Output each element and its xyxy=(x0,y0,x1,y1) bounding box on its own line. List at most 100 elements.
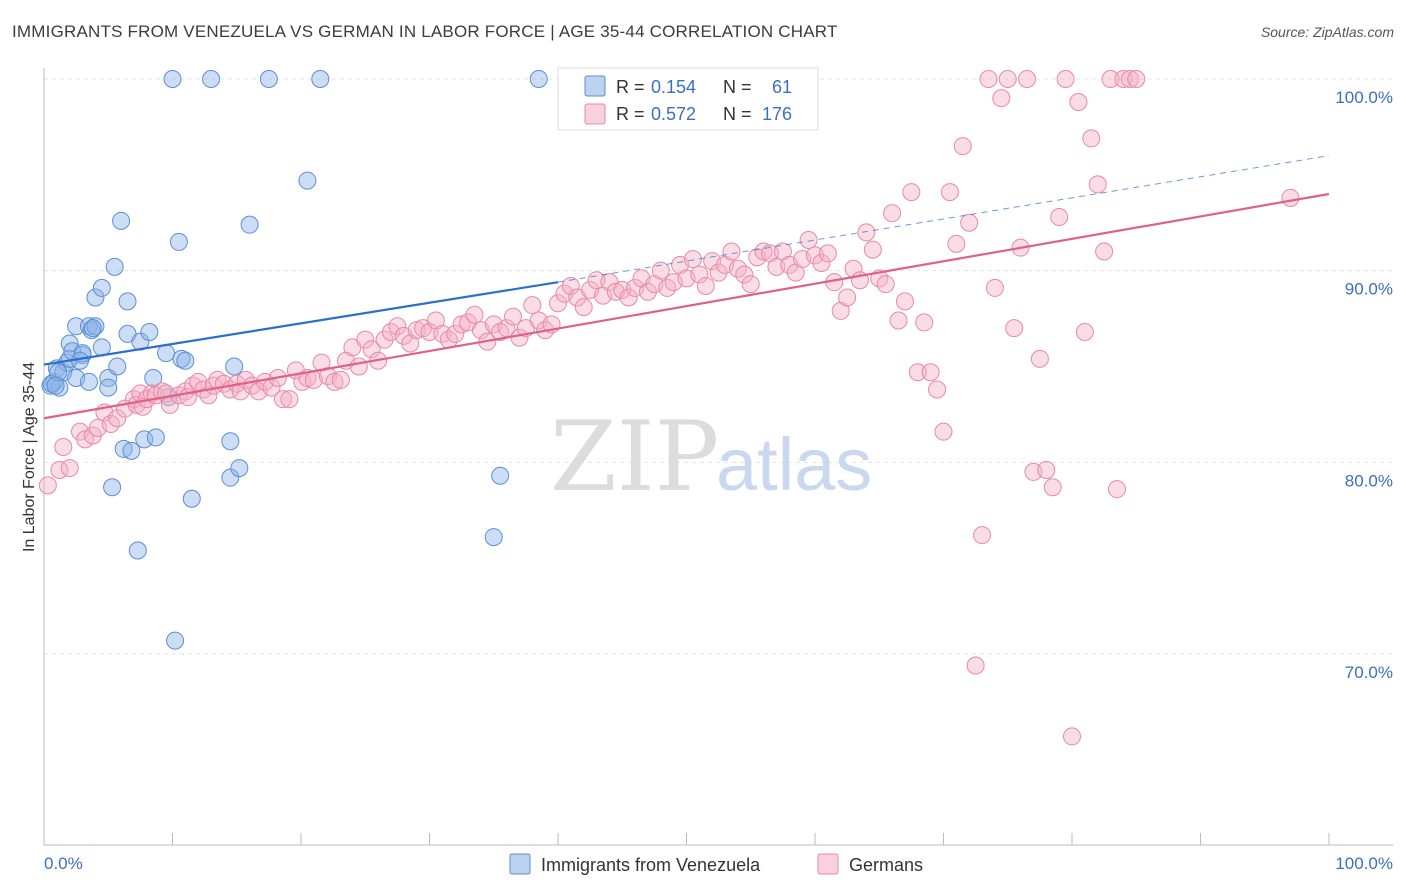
stats-n-venezuela: 61 xyxy=(772,77,792,97)
point-venezuela xyxy=(144,369,163,387)
point-venezuela xyxy=(163,70,182,88)
point-venezuela xyxy=(105,257,124,276)
x-tick-label-max: 100.0% xyxy=(1335,854,1393,873)
point-venezuela xyxy=(79,372,98,391)
point-germans xyxy=(722,242,741,261)
point-venezuela xyxy=(112,211,131,230)
point-germans xyxy=(934,422,953,441)
point-venezuela xyxy=(118,292,137,311)
point-germans xyxy=(838,288,857,307)
point-venezuela xyxy=(157,344,176,363)
point-germans xyxy=(325,372,344,391)
point-venezuela xyxy=(99,378,118,397)
point-germans xyxy=(1018,70,1037,88)
trend-line-venezuela-extension xyxy=(557,155,1330,283)
watermark-zip: ZIP xyxy=(550,401,719,513)
point-germans xyxy=(902,183,921,202)
point-venezuela xyxy=(92,278,111,297)
point-germans xyxy=(966,656,985,675)
point-venezuela xyxy=(135,430,154,449)
stats-legend: R = 0.154 N = 61 R = 0.572 N = 176 xyxy=(557,67,819,131)
stats-swatch-venezuela xyxy=(584,75,606,97)
point-germans xyxy=(446,324,465,343)
watermark: ZIP atlas xyxy=(550,401,872,513)
point-germans xyxy=(356,330,375,349)
point-germans xyxy=(1095,242,1114,261)
stats-n-label-venezuela: N = xyxy=(723,77,752,97)
point-germans xyxy=(1075,323,1094,341)
legend-swatch-germans xyxy=(817,853,839,875)
point-germans xyxy=(108,409,127,428)
point-germans xyxy=(1037,461,1056,479)
stats-n-germans: 176 xyxy=(762,104,792,124)
source-credit: Source: ZipAtlas.com xyxy=(1260,24,1394,40)
stats-swatch-germans xyxy=(584,103,606,125)
point-venezuela xyxy=(122,441,141,460)
stats-r-label-germans: R = xyxy=(616,104,645,124)
y-tick-label: 100.0% xyxy=(1335,88,1393,107)
y-tick-labels: 70.0% 80.0% 90.0% 100.0% xyxy=(1335,88,1393,682)
point-venezuela xyxy=(86,317,105,336)
stats-n-label-germans: N = xyxy=(723,104,752,124)
point-germans xyxy=(349,357,368,376)
point-germans xyxy=(1082,129,1101,148)
point-germans xyxy=(362,340,381,359)
point-venezuela xyxy=(140,323,159,341)
axes xyxy=(43,68,1393,846)
point-germans xyxy=(549,294,567,313)
point-germans xyxy=(619,288,638,307)
series-germans-points xyxy=(38,70,1300,746)
y-tick-label: 90.0% xyxy=(1345,280,1393,299)
point-venezuela xyxy=(491,466,510,485)
legend-label-germans: Germans xyxy=(849,855,923,875)
point-venezuela xyxy=(169,232,188,251)
point-germans xyxy=(331,370,350,389)
point-germans xyxy=(998,70,1017,88)
point-germans xyxy=(818,244,837,263)
series-legend: Immigrants from Venezuela Germans xyxy=(509,853,923,875)
point-germans xyxy=(928,380,947,399)
point-germans xyxy=(1120,70,1139,88)
watermark-atlas: atlas xyxy=(716,423,872,506)
trend-lines xyxy=(43,155,1330,420)
point-germans xyxy=(979,70,998,88)
point-germans xyxy=(915,313,934,332)
point-germans xyxy=(973,526,992,545)
y-tick-label: 80.0% xyxy=(1345,471,1393,490)
point-germans xyxy=(921,363,940,382)
point-venezuela xyxy=(83,319,102,338)
point-germans xyxy=(1088,175,1107,194)
point-germans xyxy=(1043,478,1062,497)
point-germans xyxy=(876,275,895,294)
x-tick-label-min: 0.0% xyxy=(44,854,83,873)
point-germans xyxy=(1030,349,1049,368)
point-germans xyxy=(741,275,760,294)
stats-r-venezuela: 0.154 xyxy=(651,77,696,97)
point-germans xyxy=(696,277,715,295)
point-germans xyxy=(1127,70,1146,88)
point-venezuela xyxy=(298,171,317,190)
legend-label-venezuela: Immigrants from Venezuela xyxy=(541,855,761,875)
point-germans xyxy=(953,137,972,156)
point-germans xyxy=(683,250,702,269)
point-venezuela xyxy=(114,439,133,458)
point-germans xyxy=(908,363,927,382)
point-germans xyxy=(388,317,407,336)
point-germans xyxy=(985,278,1004,297)
point-germans xyxy=(1281,188,1300,207)
y-tick-label: 70.0% xyxy=(1345,663,1393,682)
point-venezuela xyxy=(166,631,185,650)
point-venezuela xyxy=(225,357,244,376)
point-venezuela xyxy=(240,215,259,234)
series-venezuela-points xyxy=(41,70,548,650)
point-germans xyxy=(574,298,593,317)
point-germans xyxy=(280,390,299,409)
trend-line-germans xyxy=(43,192,1330,420)
gridlines xyxy=(44,78,1393,655)
point-germans xyxy=(735,265,754,284)
point-germans xyxy=(523,296,542,315)
point-germans xyxy=(960,213,979,232)
point-germans xyxy=(940,183,959,202)
point-venezuela xyxy=(182,489,201,508)
